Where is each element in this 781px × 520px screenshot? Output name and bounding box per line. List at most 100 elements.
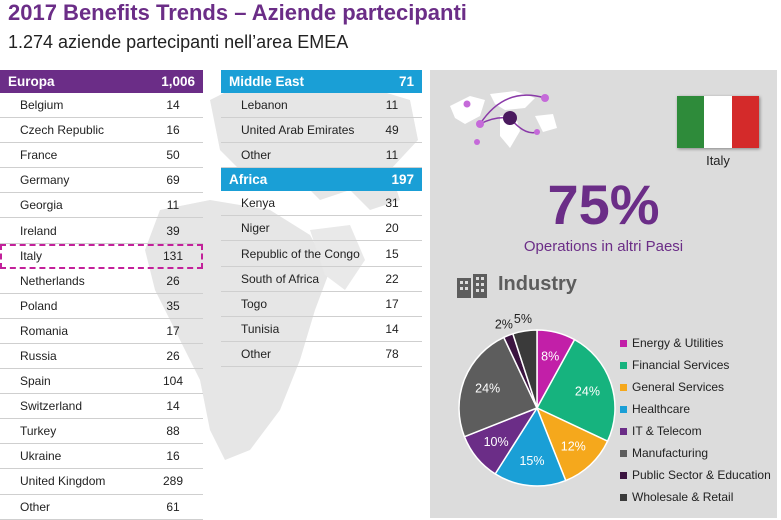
legend-item: Financial Services bbox=[620, 354, 771, 376]
legend-label: Healthcare bbox=[632, 402, 691, 416]
row-value: 88 bbox=[166, 424, 180, 439]
row-name: Belgium bbox=[20, 98, 64, 113]
row-name: Ireland bbox=[20, 223, 57, 238]
table-row: Ireland 39 bbox=[0, 218, 203, 244]
europe-header: Europa 1,006 bbox=[0, 70, 203, 93]
pie-slice-label: 5% bbox=[514, 312, 532, 326]
table-row: Tunisia 14 bbox=[221, 317, 422, 342]
table-row: Italy 131 bbox=[0, 243, 203, 269]
legend-item: Healthcare bbox=[620, 398, 771, 420]
legend-item: IT & Telecom bbox=[620, 420, 771, 442]
table-row: Spain 104 bbox=[0, 369, 203, 395]
legend-item: Manufacturing bbox=[620, 442, 771, 464]
legend-swatch bbox=[620, 471, 627, 479]
pie-slice-label: 15% bbox=[519, 454, 544, 468]
row-value: 17 bbox=[385, 296, 399, 311]
legend-swatch bbox=[620, 339, 627, 347]
row-name: Lebanon bbox=[241, 98, 288, 113]
table-row: Germany 69 bbox=[0, 168, 203, 194]
row-name: Ukraine bbox=[20, 449, 62, 464]
table-row: United Kingdom 289 bbox=[0, 469, 203, 495]
legend-swatch bbox=[620, 405, 627, 413]
flag-label: Italy bbox=[706, 153, 730, 168]
flag-red-band bbox=[731, 96, 759, 148]
row-value: 16 bbox=[166, 123, 180, 138]
legend-item: Public Sector & Education bbox=[620, 464, 771, 486]
legend-label: Public Sector & Education bbox=[632, 468, 771, 482]
page-subtitle: 1.274 aziende partecipanti nell’area EME… bbox=[8, 32, 349, 52]
table-row: Togo 17 bbox=[221, 292, 422, 317]
row-name: Togo bbox=[241, 296, 268, 311]
row-value: 11 bbox=[385, 148, 399, 163]
table-row: Niger 20 bbox=[221, 216, 422, 242]
row-name: Czech Republic bbox=[20, 123, 105, 138]
row-name: Poland bbox=[20, 298, 58, 313]
legend-label: General Services bbox=[632, 380, 725, 394]
legend-label: Financial Services bbox=[632, 358, 730, 372]
row-name: Germany bbox=[20, 173, 70, 188]
legend-swatch bbox=[620, 427, 627, 435]
europe-rows: Belgium 14 Czech Republic 16 France 50 Germany… bbox=[0, 93, 203, 520]
europe-table: Europa 1,006 Belgium 14 Czech Republic 16 Fr… bbox=[0, 70, 203, 520]
middle-east-header-name: Middle East bbox=[229, 74, 305, 89]
row-value: 20 bbox=[385, 221, 399, 236]
row-value: 26 bbox=[166, 348, 180, 363]
middle-east-rows: Lebanon 11 United Arab Emirates 49 Other 11 bbox=[221, 93, 422, 169]
pie-slice-label: 24% bbox=[475, 381, 500, 395]
row-name: Other bbox=[20, 499, 51, 514]
pie-slice bbox=[511, 329, 538, 409]
pie-slice-label: 24% bbox=[575, 385, 600, 399]
row-name: Niger bbox=[241, 221, 270, 236]
middle-east-africa-table: Middle East 71 Lebanon 11 United Arab Emir… bbox=[221, 70, 422, 367]
table-row: United Arab Emirates 49 bbox=[221, 118, 422, 144]
legend-label: Wholesale & Retail bbox=[632, 490, 734, 504]
table-row: Romania 17 bbox=[0, 319, 203, 344]
row-value: 104 bbox=[162, 374, 184, 389]
row-value: 22 bbox=[385, 271, 399, 286]
row-name: Spain bbox=[20, 374, 51, 389]
row-value: 15 bbox=[385, 246, 399, 261]
row-value: 50 bbox=[166, 148, 180, 163]
table-row: Poland 35 bbox=[0, 294, 203, 319]
table-row: Netherlands 26 bbox=[0, 269, 203, 294]
row-name: Other bbox=[241, 148, 272, 163]
legend-swatch bbox=[620, 493, 627, 501]
row-value: 131 bbox=[162, 248, 184, 263]
legend-item: Wholesale & Retail bbox=[620, 486, 771, 508]
pie-slice-label: 12% bbox=[561, 440, 586, 454]
row-value: 289 bbox=[162, 474, 184, 489]
global-network-icon bbox=[450, 91, 557, 148]
pie-slice bbox=[535, 338, 616, 443]
industry-pie-chart: 8% 24% 12% 15% 10% 24% 2% 5% bbox=[458, 312, 616, 487]
industry-title: Industry bbox=[498, 273, 577, 295]
row-value: 39 bbox=[166, 223, 180, 238]
legend-swatch bbox=[620, 361, 627, 369]
row-name: Tunisia bbox=[241, 321, 280, 336]
table-row: Russia 26 bbox=[0, 344, 203, 370]
table-row: France 50 bbox=[0, 143, 203, 169]
table-row: Republic of the Congo 15 bbox=[221, 241, 422, 267]
row-value: 17 bbox=[166, 323, 180, 338]
table-row: Ukraine 16 bbox=[0, 444, 203, 470]
africa-rows: Kenya 31 Niger 20 Republic of the Congo 15 Sou… bbox=[221, 191, 422, 367]
row-name: Republic of the Congo bbox=[241, 246, 360, 261]
row-name: Other bbox=[241, 346, 272, 361]
middle-east-header: Middle East 71 bbox=[221, 70, 422, 93]
flag-green-band bbox=[677, 96, 705, 148]
operations-caption: Operations in altri Paesi bbox=[523, 238, 684, 255]
row-value: 14 bbox=[166, 399, 180, 414]
row-name: Netherlands bbox=[20, 273, 85, 288]
row-name: South of Africa bbox=[241, 271, 320, 286]
legend-label: IT & Telecom bbox=[632, 424, 702, 438]
table-row: South of Africa 22 bbox=[221, 267, 422, 292]
row-name: United Arab Emirates bbox=[241, 123, 355, 138]
pie-slice-label: 10% bbox=[484, 435, 509, 449]
italy-flag bbox=[677, 96, 759, 148]
row-name: Kenya bbox=[241, 196, 276, 211]
pie-slice bbox=[458, 336, 539, 438]
table-row: Czech Republic 16 bbox=[0, 118, 203, 144]
row-value: 11 bbox=[166, 198, 180, 213]
row-name: Italy bbox=[20, 248, 43, 263]
row-value: 61 bbox=[166, 499, 180, 514]
europe-header-name: Europa bbox=[8, 74, 55, 89]
